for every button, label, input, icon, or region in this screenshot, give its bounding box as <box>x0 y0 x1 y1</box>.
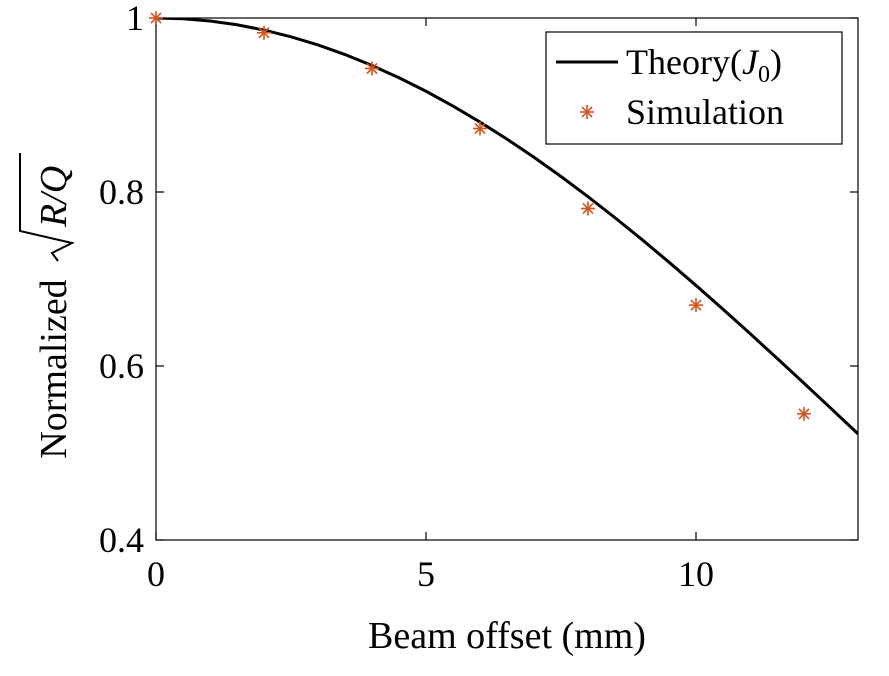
asterisk-stroke <box>150 12 162 24</box>
simulation-point <box>797 406 811 421</box>
simulation-point <box>581 201 595 216</box>
legend-theory-label-symbol: J <box>742 42 760 82</box>
legend-box <box>545 31 843 145</box>
asterisk-stroke <box>690 299 702 311</box>
legend-theory-label-subscript: 0 <box>758 62 770 88</box>
legend-theory-label-main: Theory <box>626 42 730 82</box>
x-tick-label: 0 <box>147 554 165 594</box>
x-tick-label: 5 <box>417 554 435 594</box>
simulation-point <box>257 25 271 40</box>
plot-layer: 0 5 10 0.4 0.6 0.8 1 Beam offset (mm) Normalized… <box>19 0 859 657</box>
asterisk-stroke <box>474 122 486 135</box>
legend-theory-label: Theory(J0) <box>626 42 782 88</box>
y-tick-label: 0.8 <box>99 172 144 212</box>
series-theory-line <box>156 18 858 435</box>
legend-theory-label-paren: ) <box>770 42 782 82</box>
simulation-point <box>365 61 379 76</box>
x-tick-label: 10 <box>678 554 714 594</box>
asterisk-stroke <box>366 62 378 75</box>
legend-theory-label-paren: ( <box>730 42 742 82</box>
asterisk-stroke <box>582 202 594 215</box>
y-tick-label: 1 <box>126 0 144 38</box>
legend: Theory(J0)Simulation <box>545 31 843 145</box>
y-axis-label-word: Normalized <box>33 279 75 458</box>
x-axis-label: Beam offset (mm) <box>368 615 646 657</box>
y-tick-label: 0.4 <box>99 520 144 560</box>
simulation-point <box>149 11 163 25</box>
simulation-point <box>473 121 487 136</box>
y-axis-label-symbol: R/Q <box>33 166 75 228</box>
y-tick-label: 0.6 <box>99 346 144 386</box>
y-axis-label: Normalized R/Q <box>19 153 75 459</box>
legend-simulation-label: Simulation <box>626 92 784 132</box>
simulation-point <box>689 298 703 313</box>
asterisk-stroke <box>581 106 593 118</box>
sqrt-radical-icon <box>19 153 75 262</box>
asterisk-stroke <box>798 408 810 420</box>
legend-simulation-swatch <box>580 105 594 119</box>
plot-frame <box>155 17 859 541</box>
asterisk-stroke <box>258 27 270 39</box>
